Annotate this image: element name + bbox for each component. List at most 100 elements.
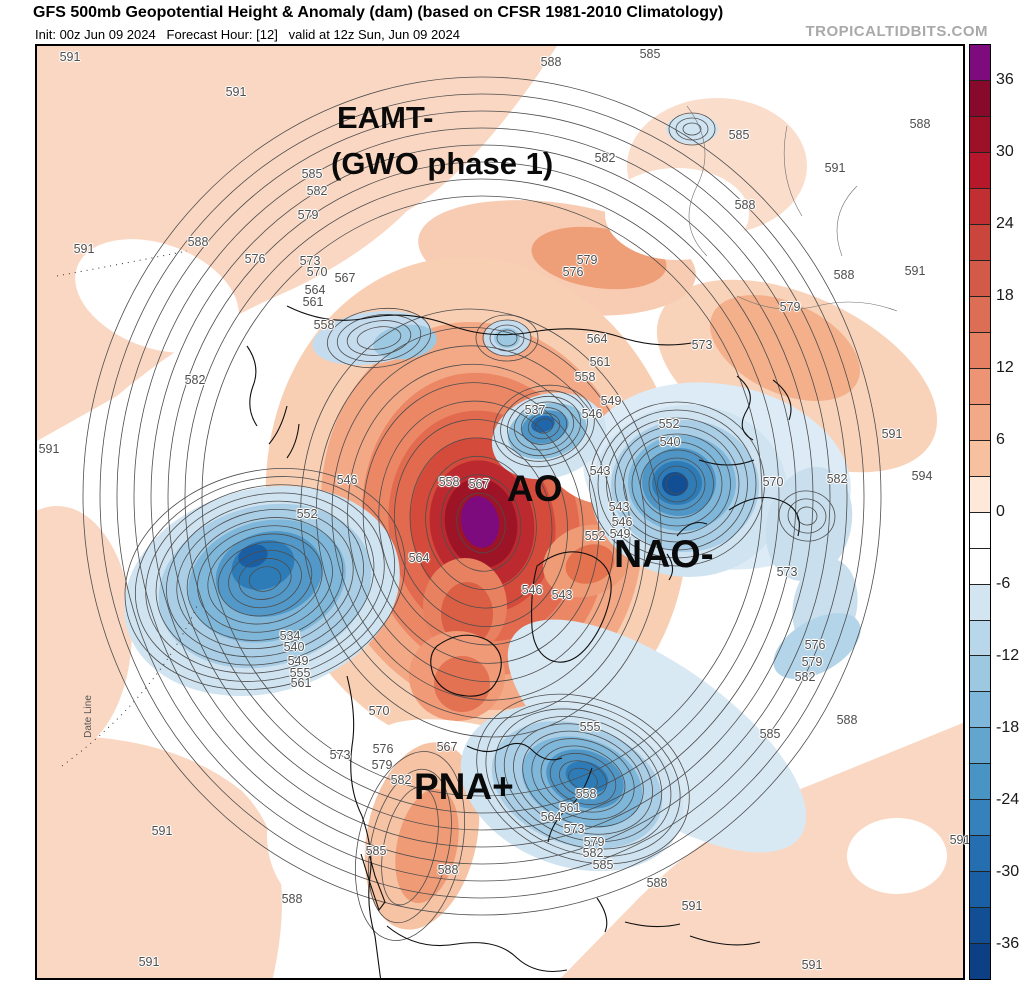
- contour-label: 558: [574, 370, 596, 384]
- height-contour: [300, 308, 662, 738]
- coastline-eurasia-arctic: [286, 305, 698, 346]
- contour-label: 582: [390, 773, 412, 787]
- colorbar-segment: [970, 152, 990, 189]
- contour-label: 555: [579, 720, 601, 734]
- colorbar-segment: [970, 872, 990, 909]
- anomaly-shade: [710, 295, 860, 401]
- colorbar-segment: [970, 656, 990, 693]
- contour-label: 573: [776, 565, 798, 579]
- height-contour: [381, 786, 439, 906]
- contour-label: 534: [279, 629, 301, 643]
- init-forecast-valid-line: Init: 00z Jun 09 2024 Forecast Hour: [12…: [35, 27, 460, 42]
- coastline-greenland: [531, 551, 612, 663]
- height-contours-layer: [82, 76, 882, 941]
- anomaly-shade: [565, 544, 615, 584]
- height-contour: [640, 449, 714, 519]
- height-contour: [197, 525, 333, 633]
- colorbar-tick: -36: [996, 935, 1020, 952]
- contour-label: 591: [73, 242, 95, 256]
- anomaly-shade: [434, 656, 490, 712]
- contour-label: 570: [306, 265, 328, 279]
- contour-label: 582: [794, 670, 816, 684]
- height-contour: [534, 418, 554, 434]
- anomaly-shade: [765, 466, 853, 582]
- contour-label: 561: [302, 295, 324, 309]
- anomaly-shade: [460, 496, 500, 548]
- height-contour: [155, 492, 375, 666]
- contour-label: 564: [304, 283, 326, 297]
- contour-label: 588: [646, 876, 668, 890]
- map-canvas: 591 588 585 591 585 588 582 585 591 588 588 591 591 5…: [35, 44, 970, 980]
- height-contour: [475, 314, 539, 362]
- contour-label: 591: [824, 161, 846, 175]
- colorbar-segment: [970, 944, 990, 980]
- contour-label: 588: [833, 268, 855, 282]
- contour-label: 582: [826, 472, 848, 486]
- contour-label: 570: [368, 704, 390, 718]
- height-contour: [394, 419, 568, 627]
- height-contour: [476, 693, 690, 865]
- contour-label: 546: [336, 473, 358, 487]
- height-contour: [368, 768, 452, 924]
- height-contour: [665, 473, 689, 495]
- height-contour: [326, 307, 432, 369]
- coastline-asia-east: [246, 345, 258, 427]
- height-contour: [228, 549, 302, 609]
- contour-label: 588: [734, 198, 756, 212]
- height-contour: [787, 498, 827, 534]
- anomaly-shade: [37, 506, 132, 756]
- anomaly-shade: [507, 619, 807, 853]
- height-contour: [482, 319, 532, 357]
- height-contour: [440, 474, 522, 572]
- coastlines-layer: [56, 250, 800, 978]
- contour-label: 549: [609, 527, 631, 541]
- height-contour: [568, 767, 598, 791]
- colorbar-segment: [970, 188, 990, 225]
- contour-label: 591: [881, 427, 903, 441]
- height-contour: [331, 345, 631, 701]
- colorbar-segment: [970, 584, 990, 621]
- contour-label: 543: [608, 500, 630, 514]
- height-contour: [238, 558, 292, 600]
- border-line: [736, 295, 898, 312]
- site-watermark: TROPICALTIDBITS.COM: [805, 23, 988, 40]
- annotation-label-pna: PNA+: [414, 766, 514, 807]
- colorbar-segment: [970, 404, 990, 441]
- colorbar-segment: [970, 260, 990, 297]
- colorbar-segment: [970, 80, 990, 117]
- height-contour: [347, 363, 615, 683]
- height-contour: [378, 400, 584, 646]
- anomaly-shade: [605, 168, 749, 260]
- colorbar-segment: [970, 224, 990, 261]
- contour-label: 558: [575, 787, 597, 801]
- anomaly-shade: [494, 328, 520, 348]
- contour-label: 567: [436, 740, 458, 754]
- anomaly-shade: [37, 735, 282, 978]
- anomaly-shade: [666, 114, 718, 144]
- contour-label: 573: [691, 338, 713, 352]
- colorbar-segment: [970, 332, 990, 369]
- contour-label: 582: [594, 151, 616, 165]
- height-contour: [657, 465, 697, 503]
- colorbar-tick: 18: [996, 287, 1014, 304]
- height-contour: [648, 457, 706, 511]
- contour-label: 579: [297, 208, 319, 222]
- height-contour: [494, 708, 672, 850]
- height-contour: [485, 701, 681, 857]
- coastline-kamchatka-japan: [268, 405, 300, 459]
- height-contour: [99, 93, 865, 899]
- height-contour: [354, 751, 466, 941]
- contour-label: 549: [287, 654, 309, 668]
- contour-label: 564: [540, 810, 562, 824]
- height-contour: [425, 455, 537, 591]
- height-contour: [356, 326, 402, 350]
- contour-label: 570: [762, 475, 784, 489]
- height-contour: [489, 324, 525, 352]
- height-contour: [133, 127, 831, 865]
- contour-label: 561: [559, 801, 581, 815]
- height-contour: [597, 409, 757, 559]
- height-contour: [176, 508, 354, 650]
- colorbar-segment: [970, 440, 990, 477]
- colorbar-tick: -6: [996, 575, 1011, 592]
- contour-label: 579: [583, 835, 605, 849]
